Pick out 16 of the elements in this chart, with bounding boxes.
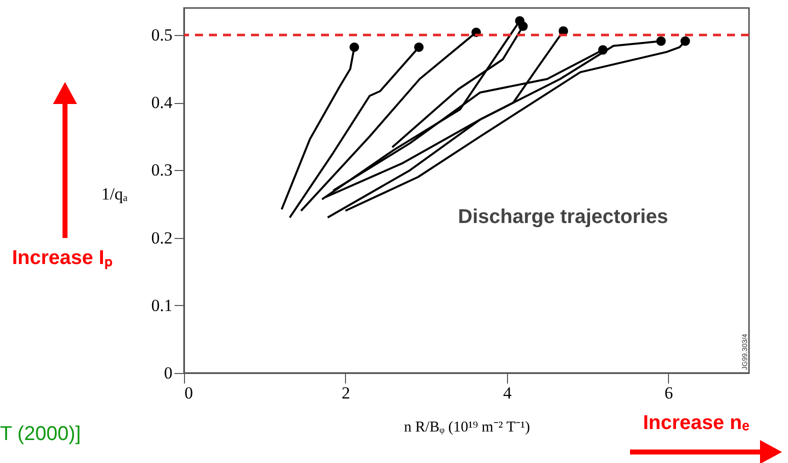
y-tick-label: 0.3 xyxy=(151,160,172,180)
x-axis-title: n R/Bᵩ (10¹⁹ m⁻² T⁻¹) xyxy=(404,420,530,436)
text: T (2000)] xyxy=(0,423,81,446)
y-tick-label: 0.2 xyxy=(151,228,172,248)
annotation: Discharge trajectories xyxy=(458,206,668,229)
text: Increase nₑ xyxy=(643,412,750,435)
y-tick-label: 0.1 xyxy=(151,296,172,315)
y-tick-label: 0 xyxy=(164,364,172,382)
x-tick-label: 2 xyxy=(342,384,350,402)
x-tick-label: 6 xyxy=(664,384,674,402)
x-tick-label: 0 xyxy=(184,384,193,402)
y-axis-title: 1/qₐ xyxy=(101,184,128,204)
y-tick-label: 0.4 xyxy=(151,93,173,112)
y-tick-label: 0.5 xyxy=(151,26,172,45)
x-tick-label: 4 xyxy=(503,384,512,402)
text: Increase Iₚ xyxy=(12,246,112,270)
